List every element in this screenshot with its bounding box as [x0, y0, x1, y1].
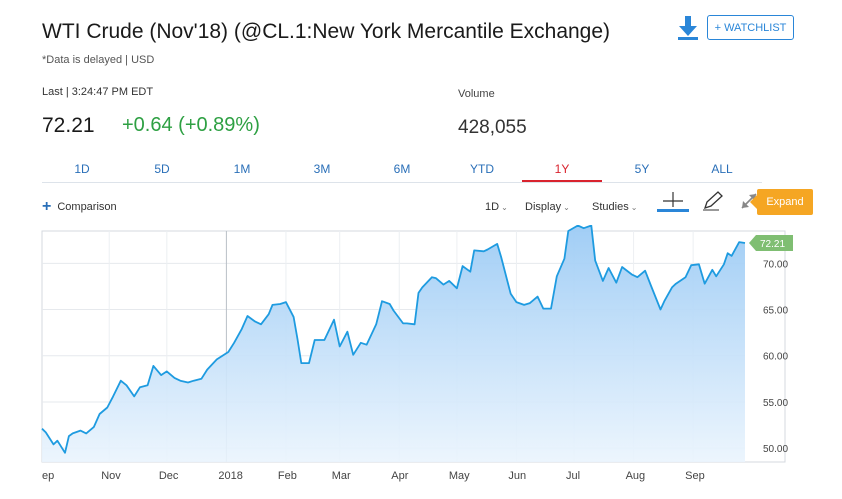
tab-ytd[interactable]: YTD: [470, 162, 494, 176]
last-value-label: 72.21: [760, 239, 785, 250]
draw-pencil-icon[interactable]: [697, 190, 729, 212]
chevron-down-icon: ⌄: [501, 203, 508, 212]
last-price: 72.21: [42, 114, 95, 137]
data-delayed-note: *Data is delayed | USD: [42, 54, 155, 66]
comparison-button[interactable]: + Comparison: [42, 198, 117, 215]
display-label: Display: [525, 201, 562, 213]
y-tick-label: 65.00: [763, 306, 788, 317]
volume-label: Volume: [458, 88, 495, 100]
volume-value: 428,055: [458, 117, 527, 138]
x-tick-label: Dec: [159, 470, 179, 482]
page-title: WTI Crude (Nov'18) (@CL.1:New York Merca…: [42, 20, 611, 43]
tab-1y[interactable]: 1Y: [522, 160, 602, 182]
x-tick-label: 2018: [218, 470, 242, 482]
download-icon[interactable]: [677, 15, 699, 41]
tab-1d[interactable]: 1D: [74, 162, 90, 176]
x-tick-label: Jun: [508, 470, 526, 482]
crosshair-tool-icon[interactable]: [657, 190, 689, 212]
comparison-label: Comparison: [57, 201, 117, 213]
x-tick-label: Apr: [391, 470, 408, 482]
chevron-down-icon: ⌄: [630, 203, 638, 212]
x-tick-label: ep: [42, 470, 54, 482]
x-tick-label: Jul: [566, 470, 580, 482]
interval-label: 1D: [485, 201, 500, 213]
y-tick-label: 60.00: [763, 352, 788, 363]
tab-all[interactable]: ALL: [711, 162, 733, 176]
tab-6m[interactable]: 6M: [393, 162, 411, 176]
y-tick-label: 70.00: [763, 259, 788, 270]
y-tick-label: 55.00: [763, 398, 788, 409]
tab-3m[interactable]: 3M: [313, 162, 331, 176]
price-chart[interactable]: 50.00 55.00 60.00 65.00 70.00 ep Nov Dec 2018 Feb…: [0, 225, 842, 497]
add-to-watchlist-button[interactable]: + WATCHLIST: [707, 15, 794, 40]
x-tick-label: Sep: [685, 470, 705, 482]
price-area: [42, 225, 745, 462]
x-tick-label: Mar: [332, 470, 351, 482]
plus-icon: +: [42, 198, 52, 215]
x-tick-label: May: [449, 470, 470, 482]
studies-dropdown[interactable]: Studies ⌄: [592, 201, 637, 213]
price-change: +0.64 (+0.89%): [122, 114, 260, 136]
time-range-tabs: 1D 5D 1M 3M 6M YTD 1Y 5Y ALL: [42, 160, 762, 183]
last-trade-label: Last | 3:24:47 PM EDT: [42, 86, 154, 98]
x-tick-label: Aug: [626, 470, 646, 482]
x-tick-label: Nov: [101, 470, 121, 482]
interval-dropdown[interactable]: 1D ⌄: [485, 201, 508, 213]
studies-label: Studies: [592, 201, 629, 213]
chevron-down-icon: ⌄: [563, 203, 570, 212]
tab-1m[interactable]: 1M: [233, 162, 251, 176]
price-line: [41, 225, 746, 454]
display-dropdown[interactable]: Display ⌄: [525, 201, 570, 213]
expand-button[interactable]: Expand: [750, 189, 813, 215]
y-tick-label: 50.00: [763, 444, 788, 455]
x-tick-label: Feb: [278, 470, 297, 482]
last-value-tag: [749, 235, 793, 252]
tab-5y[interactable]: 5Y: [634, 162, 650, 176]
tab-5d[interactable]: 5D: [154, 162, 170, 176]
